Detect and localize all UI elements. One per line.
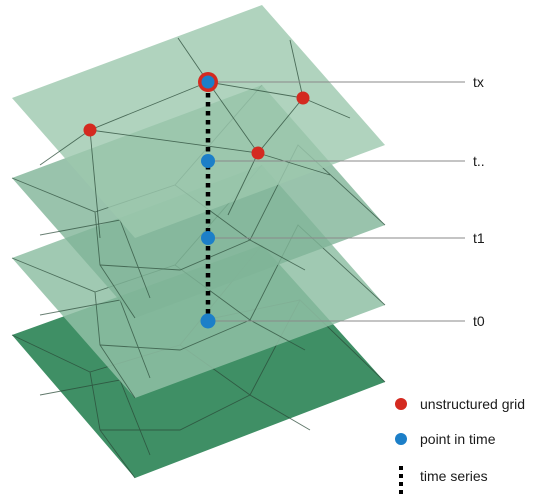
legend: unstructured grid point in time time ser… xyxy=(395,396,525,495)
legend-grid-node-icon xyxy=(395,398,407,410)
time-point-t0 xyxy=(200,313,216,329)
grid-node xyxy=(296,91,310,105)
layer-label-t1: t1 xyxy=(473,230,485,246)
grid-node xyxy=(251,146,265,160)
layer-label-tx: tx xyxy=(473,74,484,90)
legend-unstructured-grid: unstructured grid xyxy=(420,396,525,412)
layer-label-t0: t0 xyxy=(473,313,485,329)
grid-node xyxy=(83,123,97,137)
legend-point-in-time: point in time xyxy=(420,431,496,447)
time-point-t-dots xyxy=(201,154,215,168)
leader-lines xyxy=(208,81,465,322)
time-point-t1 xyxy=(201,231,215,245)
legend-time-point-icon xyxy=(395,433,407,445)
legend-time-series: time series xyxy=(420,468,488,484)
time-point-tx xyxy=(201,75,215,89)
layer-tx-plane xyxy=(12,5,385,238)
layer-label-t-dots: t.. xyxy=(473,153,485,169)
